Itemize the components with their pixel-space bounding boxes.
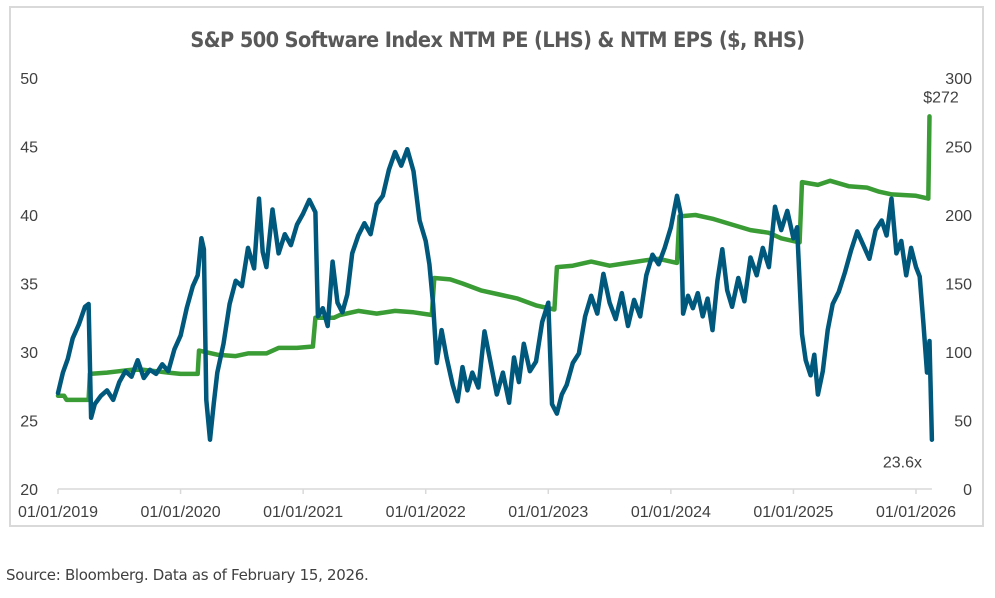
y-right-tick-label: 0 [963, 482, 972, 499]
y-left-tick-label: 45 [20, 140, 38, 157]
source-note: Source: Bloomberg. Data as of February 1… [6, 566, 369, 584]
y-right-tick-label: 100 [945, 345, 972, 362]
annotation-layer: $272 23.6x [883, 89, 959, 471]
axis-layer: 01/01/2019 01/01/2020 01/01/2021 01/01/2022… [18, 71, 972, 521]
x-tick-label: 01/01/2021 [263, 504, 343, 521]
series-layer [55, 114, 935, 442]
y-right-tick-label: 200 [945, 208, 972, 225]
y-right-tick-label: 150 [945, 277, 972, 294]
y-left-tick-label: 50 [20, 71, 38, 88]
chart-title: S&P 500 Software Index NTM PE (LHS) & NT… [190, 28, 805, 52]
chart-frame [9, 6, 984, 527]
y-left-tick-label: 30 [20, 345, 38, 362]
y-right-tick-label: 50 [954, 414, 972, 431]
y-left-tick-label: 20 [20, 482, 38, 499]
x-tick-label: 01/01/2019 [18, 504, 98, 521]
y-left-tick-label: 25 [20, 414, 38, 431]
x-tick-label: 01/01/2024 [631, 504, 711, 521]
x-tick-label: 01/01/2023 [508, 504, 588, 521]
y-right-tick-label: 300 [945, 71, 972, 88]
eps-line [55, 114, 932, 403]
y-right-tick-label: 250 [945, 140, 972, 157]
pe-latest-label: 23.6x [883, 455, 922, 472]
eps-latest-label: $272 [923, 89, 959, 106]
x-tick-label: 01/01/2025 [753, 504, 833, 521]
x-tick-label: 01/01/2026 [876, 504, 956, 521]
x-tick-label: 01/01/2020 [141, 504, 221, 521]
y-left-tick-label: 35 [20, 277, 38, 294]
pe-line [55, 146, 935, 442]
y-left-tick-label: 40 [20, 208, 38, 225]
x-tick-label: 01/01/2022 [386, 504, 466, 521]
